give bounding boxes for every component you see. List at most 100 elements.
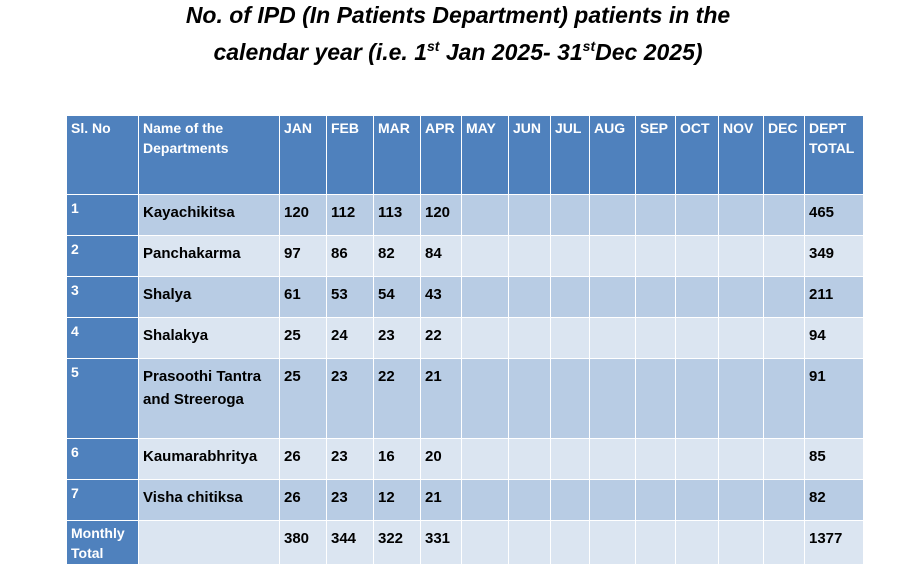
month-value-cell	[635, 358, 676, 439]
month-value-cell: 21	[420, 358, 462, 439]
monthly-total-value-cell	[675, 520, 719, 565]
sl-no-cell: 4	[66, 317, 139, 359]
month-value-cell	[763, 194, 805, 236]
month-value-cell: 120	[420, 194, 462, 236]
monthly-total-value-cell: 344	[326, 520, 374, 565]
month-value-cell: 26	[279, 479, 327, 521]
month-value-cell: 53	[326, 276, 374, 318]
month-value-cell	[589, 235, 636, 277]
month-value-cell	[718, 479, 764, 521]
month-value-cell	[675, 235, 719, 277]
title-superscript-2: st	[582, 38, 596, 54]
month-value-cell	[675, 276, 719, 318]
table-row: 7 Visha chitiksa 26 23 12 21 82	[66, 479, 864, 521]
department-name-cell: Shalakya	[138, 317, 280, 359]
month-value-cell	[635, 479, 676, 521]
title-line-2-prefix: calendar year (i.e. 1	[213, 39, 427, 65]
month-value-cell	[763, 358, 805, 439]
department-name-cell: Shalya	[138, 276, 280, 318]
month-value-cell: 25	[279, 317, 327, 359]
month-value-cell	[589, 194, 636, 236]
dept-total-cell: 94	[804, 317, 864, 359]
month-value-cell	[589, 317, 636, 359]
month-value-cell: 26	[279, 438, 327, 480]
month-value-cell: 97	[279, 235, 327, 277]
department-name-cell: Prasoothi Tantra and Streeroga	[138, 358, 280, 439]
monthly-total-value-cell	[508, 520, 551, 565]
month-value-cell: 54	[373, 276, 421, 318]
month-value-cell	[461, 438, 509, 480]
table-row: 1 Kayachikitsa 120 112 113 120 465	[66, 194, 864, 236]
month-value-cell	[550, 358, 590, 439]
month-value-cell	[461, 276, 509, 318]
table-row: 5 Prasoothi Tantra and Streeroga 25 23 22 21 9…	[66, 358, 864, 439]
header-month-nov: NOV	[718, 115, 764, 195]
monthly-total-row: Monthly Total 380 344 322 331 1377	[66, 520, 864, 565]
sl-no-cell: 5	[66, 358, 139, 439]
month-value-cell	[635, 438, 676, 480]
dept-total-cell: 85	[804, 438, 864, 480]
month-value-cell	[763, 317, 805, 359]
month-value-cell	[508, 479, 551, 521]
sl-no-cell: 3	[66, 276, 139, 318]
month-value-cell: 23	[326, 479, 374, 521]
month-value-cell	[461, 194, 509, 236]
department-name-cell: Kaumarabhritya	[138, 438, 280, 480]
monthly-total-value-cell: 331	[420, 520, 462, 565]
month-value-cell	[718, 438, 764, 480]
sl-no-cell: 6	[66, 438, 139, 480]
dept-total-cell: 91	[804, 358, 864, 439]
month-value-cell	[508, 276, 551, 318]
header-month-dec: DEC	[763, 115, 805, 195]
month-value-cell: 22	[373, 358, 421, 439]
month-value-cell	[461, 317, 509, 359]
month-value-cell: 24	[326, 317, 374, 359]
table-header-row: Sl. No Name of the Departments JAN FEB M…	[66, 115, 864, 195]
title-line-2-suffix: Dec 2025)	[595, 39, 703, 65]
header-month-apr: APR	[420, 115, 462, 195]
month-value-cell	[635, 194, 676, 236]
table-row: 6 Kaumarabhritya 26 23 16 20 85	[66, 438, 864, 480]
table-row: 4 Shalakya 25 24 23 22 94	[66, 317, 864, 359]
month-value-cell	[550, 438, 590, 480]
month-value-cell	[508, 358, 551, 439]
month-value-cell	[461, 235, 509, 277]
month-value-cell	[718, 276, 764, 318]
header-month-sep: SEP	[635, 115, 676, 195]
header-month-feb: FEB	[326, 115, 374, 195]
table-row: 3 Shalya 61 53 54 43 211	[66, 276, 864, 318]
sl-no-cell: 1	[66, 194, 139, 236]
department-name-cell: Kayachikitsa	[138, 194, 280, 236]
header-sl-no: Sl. No	[66, 115, 139, 195]
header-month-jan: JAN	[279, 115, 327, 195]
monthly-total-value-cell	[635, 520, 676, 565]
month-value-cell	[461, 479, 509, 521]
title-superscript-1: st	[426, 38, 440, 54]
month-value-cell: 22	[420, 317, 462, 359]
title-line-2: calendar year (i.e. 1st Jan 2025- 31stDe…	[0, 34, 916, 70]
monthly-total-value-cell	[718, 520, 764, 565]
monthly-total-value-cell	[763, 520, 805, 565]
month-value-cell: 84	[420, 235, 462, 277]
title-line-2-mid: Jan 2025- 31	[439, 39, 583, 65]
month-value-cell	[675, 317, 719, 359]
header-month-jun: JUN	[508, 115, 551, 195]
dept-total-cell: 349	[804, 235, 864, 277]
table-row: 2 Panchakarma 97 86 82 84 349	[66, 235, 864, 277]
month-value-cell: 113	[373, 194, 421, 236]
month-value-cell	[718, 317, 764, 359]
monthly-total-value-cell: 322	[373, 520, 421, 565]
sl-no-cell: 7	[66, 479, 139, 521]
month-value-cell	[718, 194, 764, 236]
month-value-cell: 23	[373, 317, 421, 359]
month-value-cell: 86	[326, 235, 374, 277]
department-name-cell: Panchakarma	[138, 235, 280, 277]
month-value-cell	[675, 479, 719, 521]
department-name-cell: Visha chitiksa	[138, 479, 280, 521]
month-value-cell: 21	[420, 479, 462, 521]
month-value-cell: 25	[279, 358, 327, 439]
month-value-cell	[635, 235, 676, 277]
month-value-cell	[508, 235, 551, 277]
month-value-cell: 82	[373, 235, 421, 277]
monthly-total-value-cell	[550, 520, 590, 565]
